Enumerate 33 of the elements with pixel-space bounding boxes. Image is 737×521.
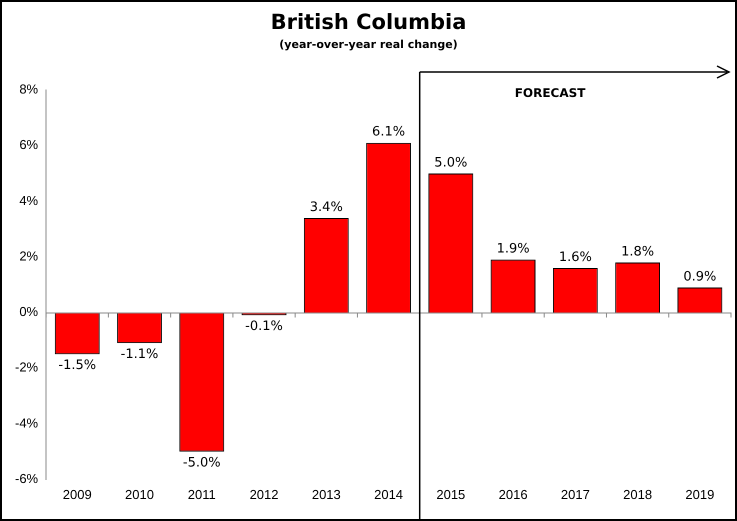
ref-line-label: FORECAST [514,86,586,100]
x-tick-label: 2009 [62,486,92,502]
chart-title: British Columbia [270,10,468,34]
data-label: -1.1% [120,346,158,362]
data-label: 6.1% [372,124,406,140]
x-tick-label: 2019 [685,486,714,502]
x-tick-label: 2017 [560,486,590,502]
data-label: 1.9% [496,242,530,257]
x-tick-label: 2010 [125,486,154,502]
x-tick-label: 2018 [623,486,652,502]
y-tick-label: -6% [14,470,39,486]
data-label: 3.4% [310,200,343,215]
x-tick-label: 2014 [374,486,404,502]
x-tick-label: 2013 [312,486,341,502]
data-label: 5.0% [434,155,468,170]
y-tick-label: 6% [19,137,39,152]
y-tick-label: 4% [19,192,39,208]
y-tick-label: 2% [19,248,39,264]
data-label: -5.0% [182,455,221,470]
y-tick-label: -2% [14,360,39,375]
x-tick-label: 2015 [436,486,466,502]
x-tick-label: 2016 [498,486,528,502]
y-tick-label: -4% [14,415,39,430]
data-label: -0.1% [245,319,283,334]
data-label: 0.9% [683,269,716,284]
y-tick-label: 8% [19,82,39,97]
data-label: 1.8% [621,244,654,260]
chart-subtitle: (year-over-year real change) [278,38,459,51]
x-tick-label: 2012 [250,486,278,502]
x-tick-label: 2011 [188,486,216,502]
y-tick-label: 0% [19,304,39,320]
data-label: -1.5% [58,358,96,374]
data-label: 1.6% [558,250,592,265]
